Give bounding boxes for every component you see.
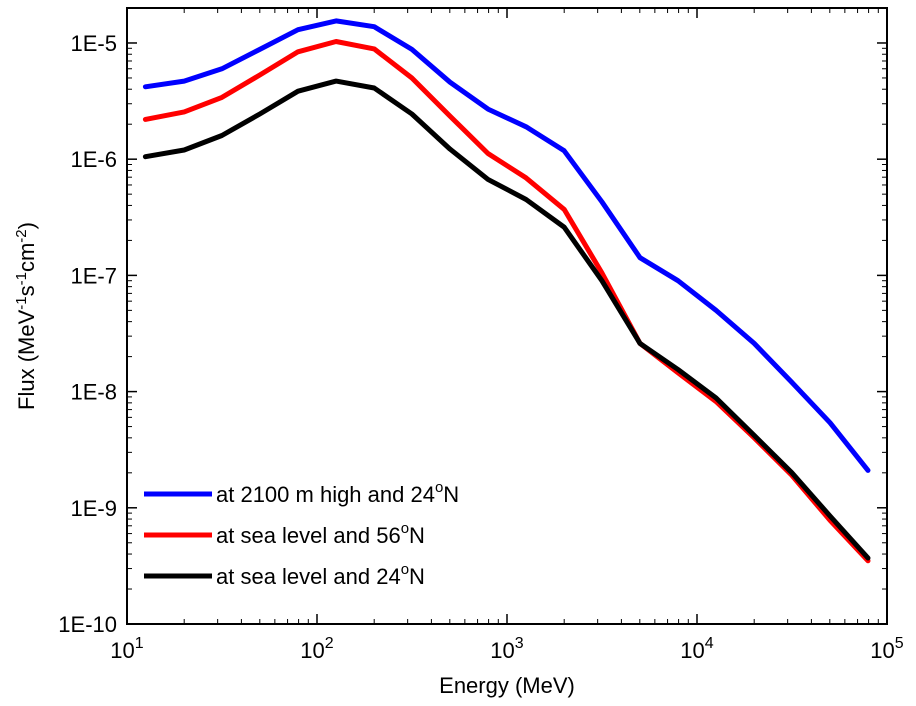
y-tick-label: 1E-5 — [71, 31, 117, 56]
x-tick-base: 10 — [300, 638, 324, 663]
legend-degree-superscript: o — [435, 479, 443, 496]
x-tick-label: 101 — [110, 635, 143, 663]
legend-degree-superscript: o — [401, 520, 409, 537]
legend-label-3: at sea level and 24oN — [216, 561, 425, 589]
x-tick-base: 10 — [490, 638, 514, 663]
y-tick-label: 1E-7 — [71, 263, 117, 288]
legend-label-2: at sea level and 56oN — [216, 520, 425, 548]
x-tick-base: 10 — [870, 638, 894, 663]
legend-label-suffix: N — [409, 523, 425, 548]
legend-label-suffix: N — [409, 564, 425, 589]
x-tick-exponent: 4 — [705, 635, 714, 652]
x-axis-title: Energy (MeV) — [439, 673, 575, 698]
series-lines — [142, 18, 871, 564]
y-tick-label: 1E-6 — [71, 147, 117, 172]
x-tick-exponent: 2 — [325, 635, 334, 652]
legend-degree-superscript: o — [401, 561, 409, 578]
legend-label-suffix: N — [443, 482, 459, 507]
y-tick-label: 1E-10 — [58, 612, 117, 637]
series-line-1 — [142, 18, 871, 473]
series-line-3 — [142, 78, 871, 561]
x-tick-label: 103 — [490, 635, 523, 663]
x-tick-label: 105 — [870, 635, 903, 663]
x-tick-exponent: 1 — [135, 635, 144, 652]
x-tick-exponent: 5 — [895, 635, 904, 652]
axis-ticks — [126, 7, 888, 625]
x-tick-labels: 101 102 103 104 105 — [110, 635, 903, 663]
x-tick-exponent: 3 — [515, 635, 524, 652]
legend-label-text: at sea level and 56 — [216, 523, 401, 548]
legend-label-text: at sea level and 24 — [216, 564, 401, 589]
x-tick-base: 10 — [680, 638, 704, 663]
x-tick-base: 10 — [110, 638, 134, 663]
y-tick-label: 1E-8 — [71, 380, 117, 405]
y-axis-title: Flux (MeV-1s-1cm-2) — [13, 222, 39, 410]
y-tick-labels: 1E-5 1E-6 1E-7 1E-8 1E-9 1E-10 — [58, 31, 117, 637]
y-tick-label: 1E-9 — [71, 496, 117, 521]
x-tick-label: 102 — [300, 635, 333, 663]
legend-label-1: at 2100 m high and 24oN — [216, 479, 459, 507]
legend-label-text: at 2100 m high and 24 — [216, 482, 435, 507]
x-tick-label: 104 — [680, 635, 713, 663]
